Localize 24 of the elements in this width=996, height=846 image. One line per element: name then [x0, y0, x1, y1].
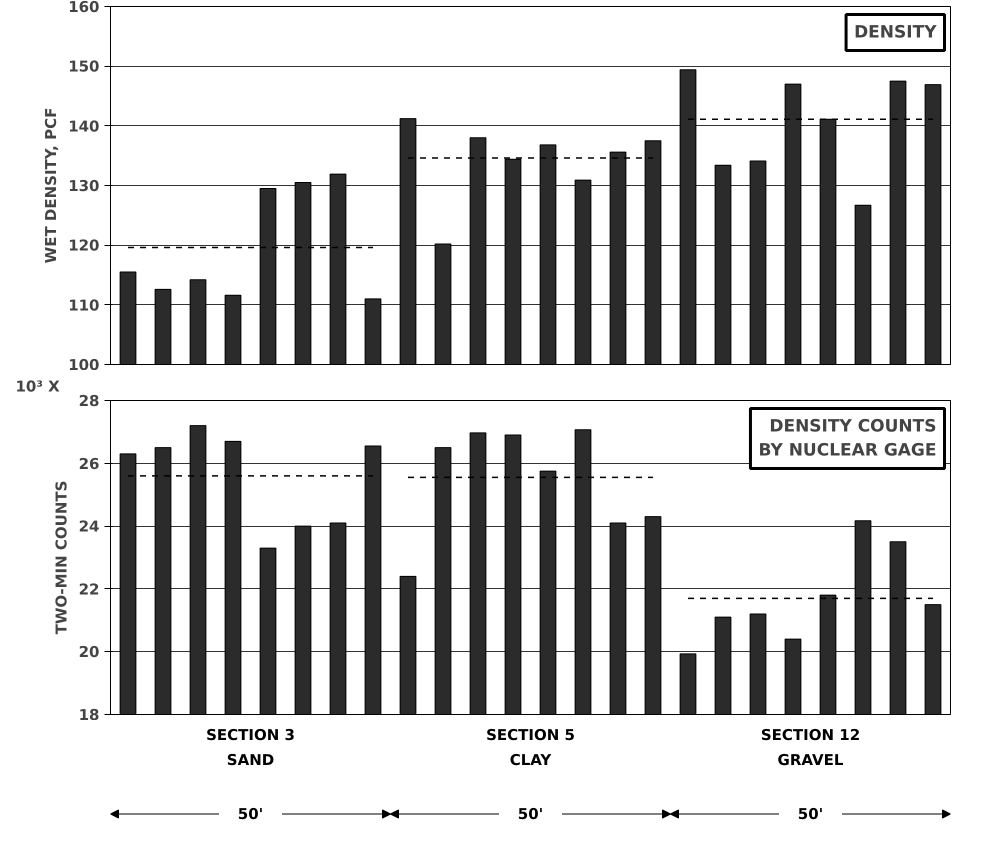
y-tick-label: 18	[78, 706, 100, 724]
y-tick-label: 150	[68, 58, 100, 76]
y-tick-label: 140	[68, 117, 100, 136]
y-tick-label: 160	[68, 0, 100, 16]
y-tick-label: 28	[78, 392, 100, 410]
y-tick-label: 20	[78, 643, 100, 662]
y-tick-label: 24	[78, 518, 100, 536]
y-tick-label: 100	[68, 356, 100, 374]
text: 50'	[238, 805, 264, 823]
text: SECTION 5 CLAY	[486, 726, 575, 770]
y-tick-label: 110	[68, 296, 100, 314]
text: DENSITY COUNTS BY NUCLEAR GAGE	[758, 416, 937, 460]
text: 50'	[798, 805, 824, 823]
y-axis-title: TWO-MIN COUNTS	[52, 480, 71, 634]
y-axis-title: WET DENSITY, PCF	[42, 108, 60, 264]
text: DENSITY	[854, 22, 938, 42]
text: SECTION 12 GRAVEL	[760, 726, 860, 770]
text: 50'	[518, 805, 544, 823]
y-tick-label: 130	[68, 177, 100, 195]
y-tick-label: 26	[78, 454, 100, 473]
text: SECTION 3 SAND	[206, 726, 295, 770]
text: 10³ X	[16, 378, 60, 396]
y-tick-label: 120	[68, 236, 100, 255]
y-tick-label: 22	[78, 580, 100, 598]
